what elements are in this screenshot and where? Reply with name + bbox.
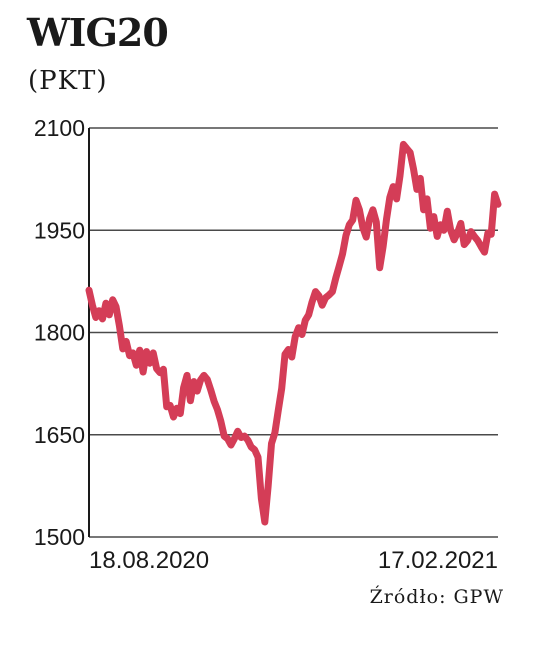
y-tick-label: 1500 [34,524,85,550]
series-line [85,140,502,526]
series-layer [85,140,502,526]
y-tick-label: 2100 [34,115,85,141]
y-tick-label: 1950 [34,217,85,243]
x-tick-label: 18.08.2020 [89,547,209,574]
chart-unit-label: (PKT) [28,66,108,96]
source-note: Źródło: GPW [369,586,504,608]
y-tick-label: 1650 [34,422,85,448]
x-axis-ticks: 18.08.2020 17.02.2021 [89,547,498,574]
y-tick-label: 1800 [34,320,85,346]
x-tick-label: 17.02.2021 [378,547,498,574]
y-axis-ticks: 1500 1650 1800 1950 2100 [34,115,85,550]
chart-title: WIG20 [27,10,169,55]
